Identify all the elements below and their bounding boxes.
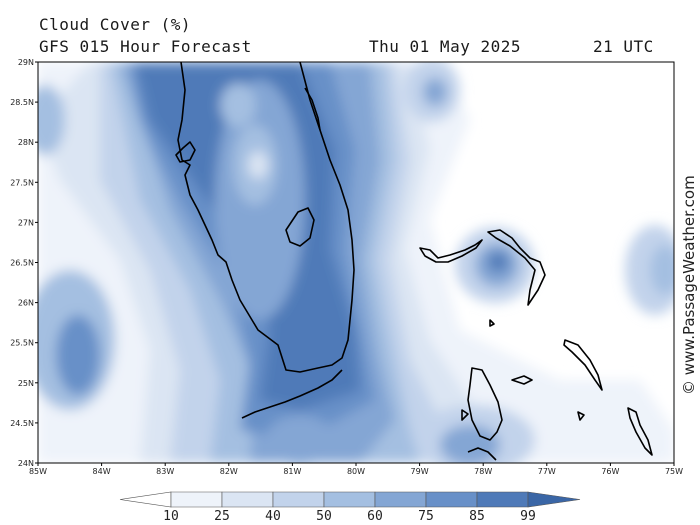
colorbar-label: 60 <box>367 509 383 524</box>
colorbar-label: 40 <box>265 509 281 524</box>
colorbar-segment <box>527 491 581 508</box>
colorbar-segment <box>119 491 172 508</box>
lon-tick-label: 76W <box>601 467 619 476</box>
forecast-date: Thu 01 May 2025 <box>369 37 521 56</box>
lon-tick-label: 81W <box>283 467 301 476</box>
colorbar-segment <box>323 491 376 508</box>
lat-tick-label: 28.5N <box>10 98 34 107</box>
watermark: © www.PassageWeather.com <box>680 175 698 395</box>
colorbar-label: 10 <box>163 509 179 524</box>
lon-tick-label: 78W <box>474 467 492 476</box>
lon-tick-label: 80W <box>347 467 365 476</box>
colorbar-label: 99 <box>520 509 536 524</box>
lon-tick-label: 83W <box>156 467 174 476</box>
latitude-axis: 29N 28.5N 28N 27.5N 27N 26.5N 26N 25.5N 25N 24.5N… <box>10 58 38 468</box>
colorbar-segment <box>476 491 529 508</box>
colorbar-segment <box>170 491 223 508</box>
coastline <box>175 62 653 461</box>
forecast-time: 21 UTC <box>593 37 654 56</box>
lat-tick-label: 27N <box>18 218 34 227</box>
colorbar-segment <box>221 491 274 508</box>
lon-tick-label: 75W <box>665 467 683 476</box>
lat-tick-label: 27.5N <box>10 178 34 187</box>
colorbar-segment <box>374 491 427 508</box>
lon-tick-label: 79W <box>411 467 429 476</box>
lat-tick-label: 28N <box>18 138 34 147</box>
colorbar-label: 25 <box>214 509 230 524</box>
colorbar-label: 50 <box>316 509 332 524</box>
lat-tick-label: 24N <box>18 459 34 468</box>
lon-tick-label: 85W <box>29 467 47 476</box>
cloud-cover-field <box>38 62 674 463</box>
lon-tick-label: 77W <box>538 467 556 476</box>
colorbar-label: 85 <box>469 509 485 524</box>
lat-tick-label: 29N <box>18 58 34 67</box>
lat-tick-label: 24.5N <box>10 419 34 428</box>
forecast-subtitle: GFS 015 Hour Forecast <box>39 37 252 56</box>
lon-tick-label: 84W <box>93 467 111 476</box>
colorbar: 10 25 40 50 60 75 85 99 <box>119 491 581 524</box>
map-title: Cloud Cover (%) <box>39 15 191 34</box>
colorbar-segment <box>425 491 478 508</box>
longitude-axis: 85W 84W 83W 82W 81W 80W 79W 78W 77W 76W 75W <box>29 463 683 476</box>
lat-tick-label: 26.5N <box>10 259 34 268</box>
lat-tick-label: 25.5N <box>10 339 34 348</box>
lat-tick-label: 26N <box>18 299 34 308</box>
colorbar-label: 75 <box>418 509 434 524</box>
lat-tick-label: 25N <box>18 379 34 388</box>
lon-tick-label: 82W <box>220 467 238 476</box>
colorbar-segment <box>272 491 325 508</box>
